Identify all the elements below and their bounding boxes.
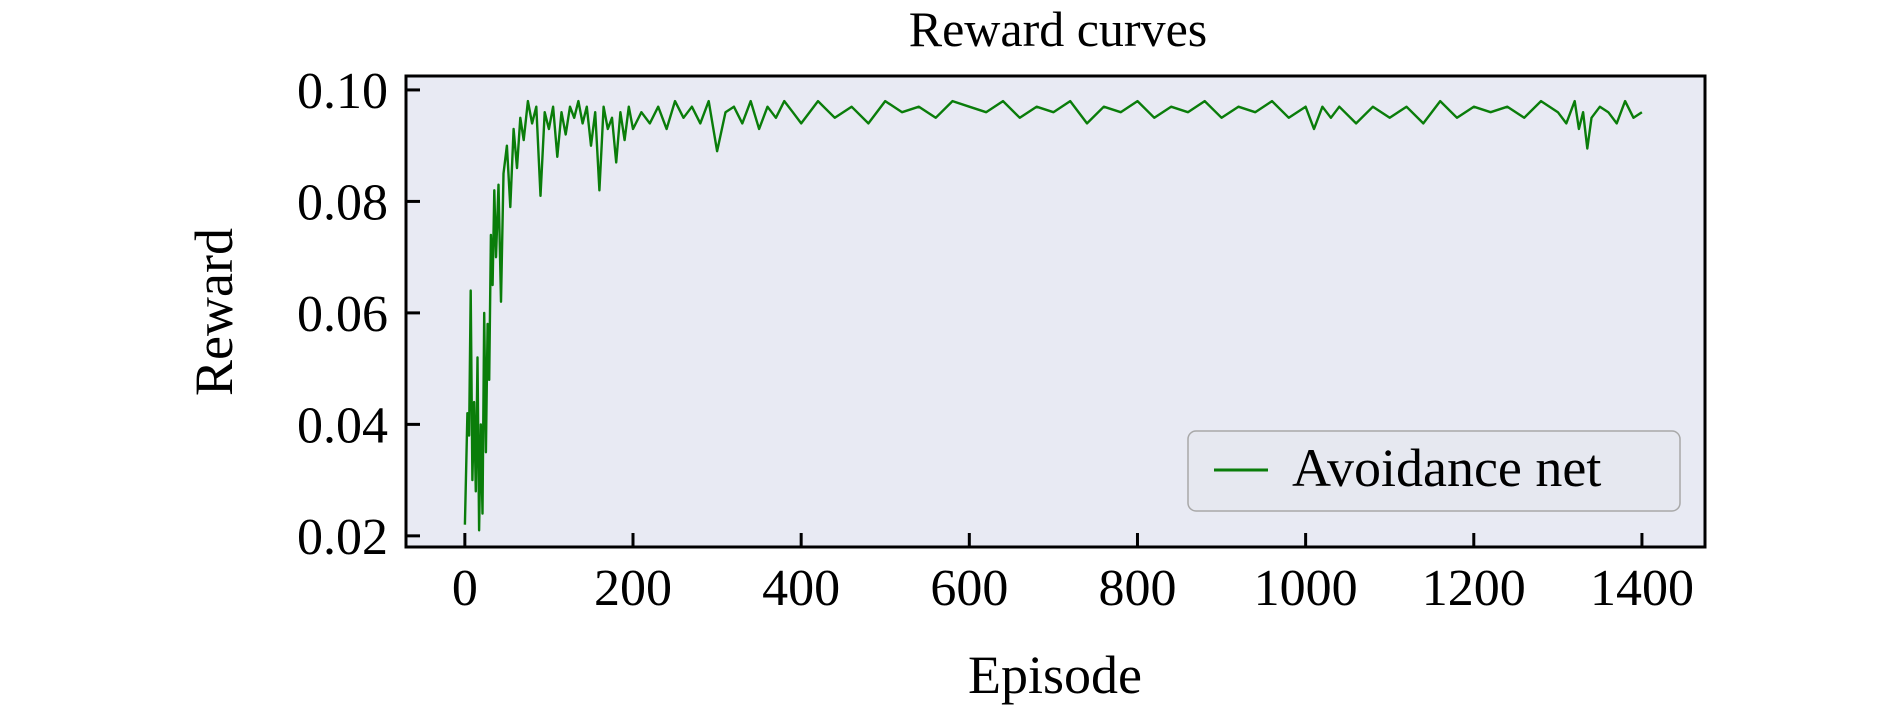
- x-tick-label: 1000: [1254, 560, 1358, 617]
- y-tick-label: 0.04: [297, 397, 388, 454]
- y-axis-ticks: 0.02 0.04 0.06 0.08 0.10: [297, 63, 420, 566]
- legend-box: [1187, 430, 1681, 512]
- x-tick-label: 1200: [1422, 560, 1526, 617]
- y-tick-label: 0.10: [297, 63, 388, 120]
- x-tick-label: 600: [930, 560, 1008, 617]
- legend-label: Avoidance net: [1292, 438, 1601, 498]
- y-tick-label: 0.02: [297, 509, 388, 566]
- x-tick-label: 0: [452, 560, 478, 617]
- y-tick-label: 0.06: [297, 286, 388, 343]
- x-tick-label: 400: [762, 560, 840, 617]
- y-tick-label: 0.08: [297, 174, 388, 231]
- x-axis-label: Episode: [968, 645, 1142, 705]
- series-line-avoidance-net: [463, 99, 1643, 532]
- plot-frame: [404, 74, 1707, 549]
- x-tick-label: 1400: [1590, 560, 1694, 617]
- x-tick-label: 200: [594, 560, 672, 617]
- x-tick-label: 800: [1098, 560, 1176, 617]
- y-axis-label: Reward: [184, 228, 244, 396]
- chart-title: Reward curves: [909, 1, 1208, 57]
- legend: Avoidance net: [1187, 430, 1681, 512]
- x-axis-ticks: 0 200 400 600 800 1000 1200 1400: [452, 533, 1694, 617]
